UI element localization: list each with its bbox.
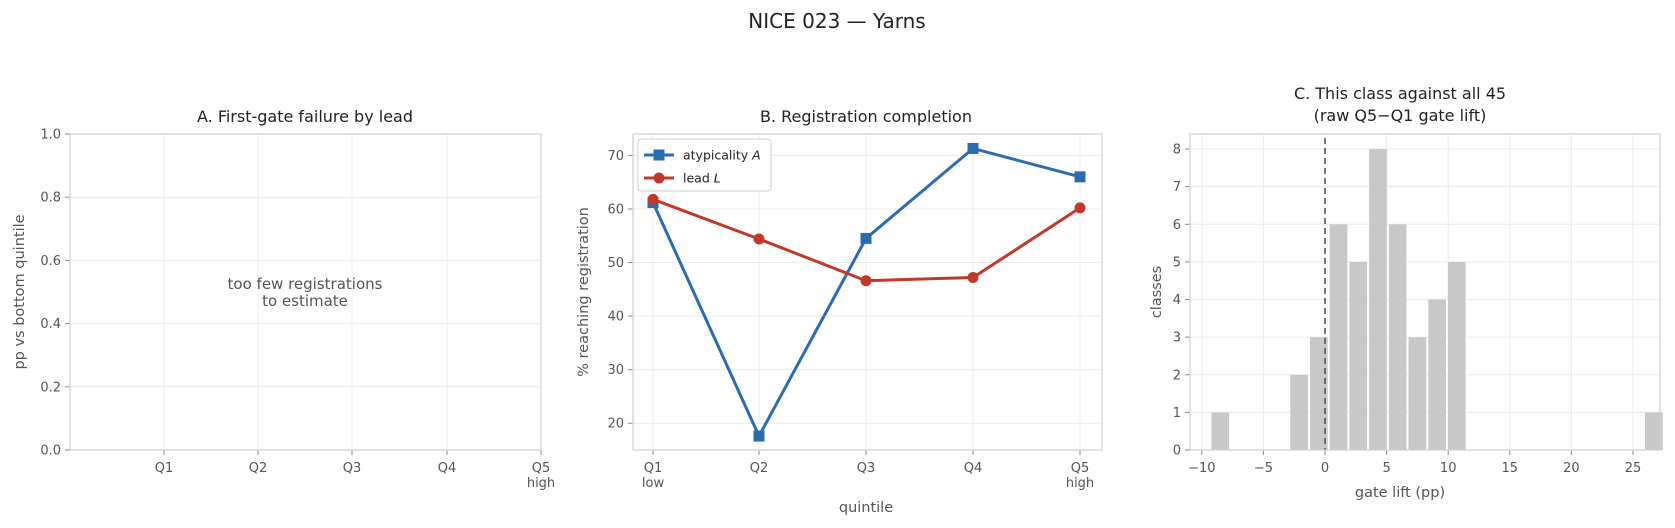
- panel-c-histogram-bar: [1290, 374, 1308, 450]
- panel-b-ylabel: % reaching registration: [576, 207, 592, 377]
- panel-c-histogram-bar: [1645, 412, 1663, 450]
- panel-b-ytick-label: 30: [607, 363, 624, 378]
- panel-c-xtick-label: 5: [1382, 461, 1390, 476]
- panel-c: C. This class against all 45 (raw Q5−Q1 …: [1149, 84, 1663, 501]
- panel-c-xtick-label: 25: [1625, 461, 1642, 476]
- panel-c-histogram-bar: [1447, 261, 1466, 450]
- panel-c-ytick-label: 8: [1173, 143, 1181, 158]
- panel-b-xtick-label: Q5: [1071, 461, 1090, 476]
- panel-b-xtick-sublabel: low: [642, 476, 665, 491]
- panel-b-xtick-label: Q2: [750, 461, 769, 476]
- panel-c-xtick-label: 0: [1321, 461, 1329, 476]
- panel-b-legend-atypicality-marker: [653, 149, 665, 161]
- panel-c-title-line2: (raw Q5−Q1 gate lift): [1314, 106, 1487, 125]
- panel-b-ytick-label: 40: [607, 310, 624, 325]
- panel-a-title: A. First-gate failure by lead: [197, 107, 413, 126]
- panel-b-lead-point: [967, 272, 979, 284]
- panel-c-ytick-label: 0: [1173, 444, 1181, 459]
- panel-c-ytick-label: 7: [1173, 180, 1181, 195]
- panel-c-ytick-label: 3: [1173, 331, 1181, 346]
- panel-b-lead-point: [860, 275, 872, 287]
- panel-a-xtick-label: Q3: [343, 461, 362, 476]
- panel-a-ytick-label: 0.2: [40, 380, 61, 395]
- panel-c-ytick-label: 4: [1173, 293, 1181, 308]
- panel-a-xtick-label: Q5: [532, 461, 551, 476]
- panel-c-xtick-label: 10: [1440, 461, 1457, 476]
- panel-b-xtick-sublabel: high: [1066, 476, 1094, 491]
- panel-c-xtick-label: −10: [1188, 461, 1215, 476]
- panel-a-frame: [69, 133, 542, 451]
- panel-c-ylabel: classes: [1149, 266, 1165, 318]
- panel-b-atypicality-point: [753, 430, 765, 442]
- figure-title: NICE 023 — Yarns: [748, 9, 925, 33]
- panel-c-histogram-bar: [1349, 261, 1368, 450]
- panel-c-xlabel: gate lift (pp): [1355, 485, 1445, 501]
- panel-a: A. First-gate failure by lead pp vs bott…: [12, 107, 555, 491]
- panel-c-xtick-label: −5: [1254, 461, 1273, 476]
- panel-c-xtick-label: 20: [1563, 461, 1580, 476]
- panel-c-xtick-label: 15: [1502, 461, 1519, 476]
- panel-c-histogram-bar: [1329, 224, 1348, 450]
- panel-b-xtick-label: Q1: [644, 461, 663, 476]
- panel-c-ytick-label: 1: [1173, 406, 1181, 421]
- panel-b-atypicality-point: [1074, 171, 1086, 183]
- panel-a-ytick-label: 1.0: [40, 128, 61, 143]
- panel-a-note-line1: too few registrations: [228, 275, 383, 293]
- panel-a-ytick-label: 0.0: [40, 444, 61, 459]
- panel-b-ytick-label: 50: [607, 256, 624, 271]
- panel-c-ytick-label: 2: [1173, 368, 1181, 383]
- panel-b-ytick-label: 60: [607, 202, 624, 217]
- panel-a-ytick-label: 0.8: [40, 191, 61, 206]
- panel-b-legend-lead-marker: [653, 172, 665, 184]
- panel-b-legend-atypicality-label: atypicality A: [683, 148, 761, 163]
- panel-a-xtick-label: Q4: [438, 461, 457, 476]
- panel-b-atypicality-point: [967, 142, 979, 154]
- panel-c-title-line1: C. This class against all 45: [1294, 84, 1506, 103]
- panel-b: B. Registration completion % reaching re…: [576, 107, 1103, 516]
- panel-c-ytick-label: 5: [1173, 255, 1181, 270]
- panel-a-xtick-label: Q2: [249, 461, 268, 476]
- panel-b-title: B. Registration completion: [760, 107, 972, 126]
- panel-a-ytick-label: 0.4: [40, 317, 61, 332]
- panel-b-legend-lead-label: lead L: [683, 171, 721, 186]
- panel-c-histogram-bar: [1388, 224, 1407, 450]
- panel-c-histogram-bar: [1211, 412, 1230, 450]
- panel-a-xtick-sublabel: high: [527, 476, 555, 491]
- panel-b-legend: atypicality A lead L: [637, 138, 772, 192]
- panel-b-frame: [632, 133, 1103, 451]
- panel-c-histogram-bar: [1369, 149, 1387, 451]
- panel-b-lead-point: [1074, 202, 1086, 214]
- panel-b-lead-point: [753, 233, 765, 245]
- panel-b-ytick-label: 70: [607, 149, 624, 164]
- panel-b-atypicality-point: [860, 232, 872, 244]
- panel-b-xlabel: quintile: [839, 500, 893, 516]
- panel-c-histogram-bar: [1428, 299, 1446, 450]
- panel-c-ytick-label: 6: [1173, 218, 1181, 233]
- panel-c-histogram-bar: [1309, 337, 1328, 450]
- panel-a-ytick-label: 0.6: [40, 254, 61, 269]
- panel-a-xtick-label: Q1: [155, 461, 174, 476]
- panel-b-lead-point: [647, 193, 659, 205]
- panel-a-note-line2: to estimate: [262, 292, 348, 310]
- panel-b-xtick-label: Q4: [964, 461, 983, 476]
- panel-b-ytick-label: 20: [607, 417, 624, 432]
- panel-c-frame: [1189, 133, 1661, 451]
- panel-c-plot: 0 1 2 3 4 5 6 7 8 −10 −5 0 5 10 15 20 25: [1173, 133, 1663, 476]
- panel-c-histogram-bar: [1408, 337, 1427, 450]
- panel-a-ylabel: pp vs bottom quintile: [12, 214, 28, 369]
- panel-b-xtick-label: Q3: [857, 461, 876, 476]
